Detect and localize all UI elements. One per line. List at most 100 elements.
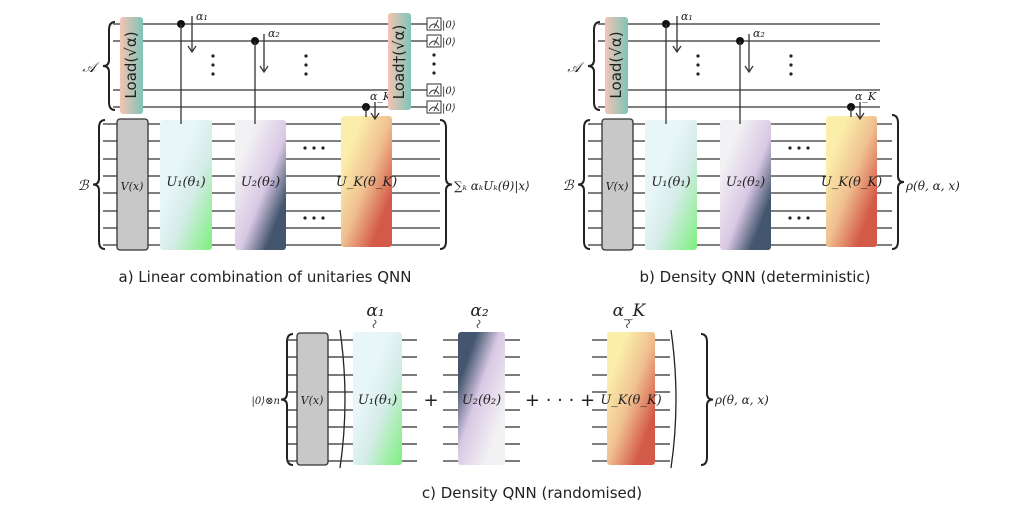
alpha-arrow-k	[370, 112, 380, 121]
horizontal-ellipsis	[806, 216, 810, 220]
register-a-label: 𝒜	[82, 60, 99, 76]
caption: a) Linear combination of unitaries QNN	[119, 268, 412, 286]
vertical-ellipsis	[432, 53, 436, 57]
alpha-label-2: α₂	[753, 27, 765, 40]
alpha-arrow-k	[855, 112, 865, 121]
output-label: ρ(θ, α, x)	[905, 179, 960, 193]
ket-zero-label: |0⟩	[442, 86, 456, 97]
alpha-arrow-1	[187, 45, 197, 54]
unitary-label-1: U₁(θ₁)	[358, 393, 397, 408]
encoder-label: V(x)	[301, 394, 324, 407]
load-gate-label: Load(√α)	[607, 31, 625, 98]
load-gate-label: Load(√α)	[122, 31, 140, 98]
vertical-ellipsis	[789, 54, 793, 58]
alpha-label-2: α₂	[268, 27, 280, 40]
horizontal-ellipsis	[797, 146, 801, 150]
alpha-label-1: α₁	[196, 10, 208, 23]
measurement-icon	[426, 17, 442, 31]
unitary-gate-1	[353, 332, 402, 465]
unitary-gate-2	[458, 332, 505, 465]
horizontal-ellipsis	[312, 216, 316, 220]
bra-arc	[339, 329, 346, 469]
register-b-label: ℬ	[77, 178, 89, 194]
ket-zero-label: |0⟩	[442, 37, 456, 48]
vertical-ellipsis	[432, 62, 436, 66]
output-brace	[891, 114, 905, 250]
horizontal-ellipsis	[788, 146, 792, 150]
tilde-icon	[372, 319, 377, 329]
output-brace	[439, 119, 453, 250]
horizontal-ellipsis	[797, 216, 801, 220]
load-dagger-label: Load†(√α)	[390, 25, 408, 100]
unitary-label-1: U₁(θ₁)	[166, 175, 205, 190]
load-gate	[605, 17, 628, 114]
vertical-ellipsis	[696, 63, 700, 67]
unitary-label-2: U₂(θ₂)	[462, 393, 501, 408]
encoder-label: V(x)	[606, 180, 629, 193]
vertical-ellipsis	[696, 54, 700, 58]
measurement-icon	[426, 100, 442, 114]
caption: b) Density QNN (deterministic)	[640, 268, 871, 286]
output-label: ∑ₖ αₖUₖ(θ)|x⟩	[454, 179, 530, 193]
tilde-icon	[626, 319, 630, 329]
unitary-label-2: U₂(θ₂)	[241, 175, 280, 190]
output-label: ρ(θ, α, x)	[714, 393, 769, 407]
unitary-label-2: U₂(θ₂)	[726, 175, 765, 190]
alpha-arrow-2	[744, 65, 754, 74]
horizontal-ellipsis	[321, 216, 325, 220]
alpha-label-k: α_K	[855, 90, 877, 103]
vertical-ellipsis	[696, 72, 700, 76]
plus-sign: +	[423, 390, 438, 411]
alpha-arrow-2	[259, 65, 269, 74]
measurement-icon	[426, 34, 442, 48]
register-b-label: ℬ	[562, 178, 574, 194]
unitary-gate-1	[160, 120, 212, 250]
register-b-brace	[577, 119, 591, 250]
vertical-ellipsis	[211, 63, 215, 67]
horizontal-ellipsis	[788, 216, 792, 220]
tilde-icon	[476, 319, 481, 329]
output-brace	[700, 333, 714, 466]
vertical-ellipsis	[432, 71, 436, 75]
ket-zero-label: |0⟩	[442, 20, 456, 31]
register-a-brace	[587, 21, 601, 111]
vertical-ellipsis	[789, 63, 793, 67]
unitary-gate-1	[645, 120, 697, 250]
measurement-icon	[426, 83, 442, 97]
vertical-ellipsis	[304, 72, 308, 76]
load-dagger-gate	[388, 13, 411, 110]
vertical-ellipsis	[211, 54, 215, 58]
load-gate	[120, 17, 143, 114]
caption: c) Density QNN (randomised)	[422, 484, 642, 502]
ket-zero-label: |0⟩	[442, 103, 456, 114]
alpha-label-1: α₁	[681, 10, 693, 23]
vertical-ellipsis	[211, 72, 215, 76]
horizontal-ellipsis	[303, 146, 307, 150]
horizontal-ellipsis	[312, 146, 316, 150]
unitary-label-3: U_K(θ_K)	[336, 175, 397, 190]
vertical-ellipsis	[304, 63, 308, 67]
unitary-gate-2	[720, 120, 771, 250]
unitary-gate-3	[826, 116, 877, 247]
ket-arc	[670, 329, 677, 469]
encoder-gate	[296, 332, 329, 466]
register-b-brace	[92, 119, 106, 250]
alpha-label-2: α₂	[470, 301, 488, 321]
unitary-gate-2	[235, 120, 286, 250]
horizontal-ellipsis	[303, 216, 307, 220]
alpha-label-1: α₁	[366, 301, 384, 321]
register-a-brace	[102, 21, 116, 111]
unitary-gate-3	[607, 332, 655, 465]
unitary-label-1: U₁(θ₁)	[651, 175, 690, 190]
vertical-ellipsis	[789, 72, 793, 76]
unitary-label-3: U_K(θ_K)	[600, 393, 661, 408]
alpha-label-k: α_K	[370, 90, 392, 103]
plus-ellipsis: + · · · +	[525, 390, 595, 411]
encoder-gate	[601, 118, 634, 251]
unitary-label-3: U_K(θ_K)	[821, 175, 882, 190]
unitary-gate-3	[341, 116, 392, 247]
vertical-ellipsis	[304, 54, 308, 58]
encoder-label: V(x)	[121, 180, 144, 193]
